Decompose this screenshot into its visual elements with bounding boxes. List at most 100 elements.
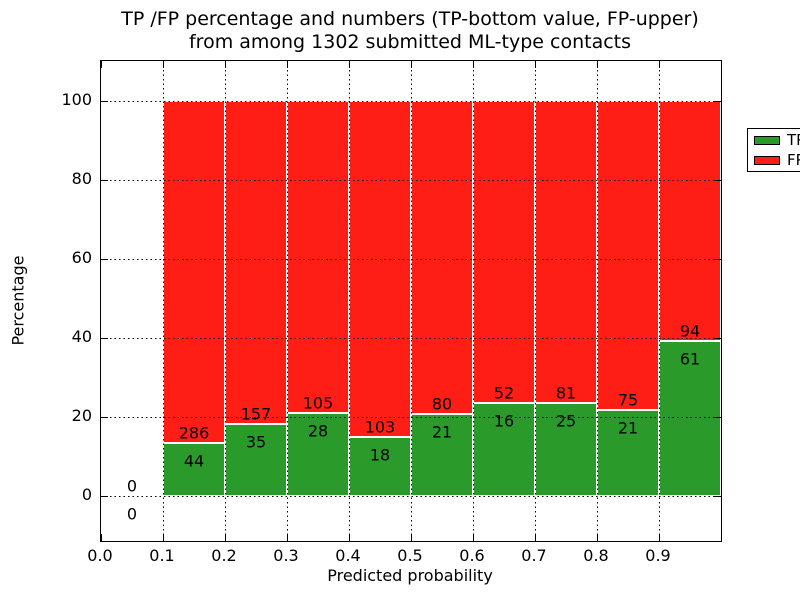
v-gridline: [597, 61, 598, 541]
y-tick-mark: [101, 496, 108, 497]
fp-bar-segment: [473, 101, 535, 404]
y-tick-mark: [714, 180, 721, 181]
fp-color-swatch: [754, 155, 780, 165]
v-gridline: [535, 61, 536, 541]
tp-count-label: 21: [617, 418, 639, 438]
y-tick-label: 0: [81, 485, 92, 504]
x-tick-label: 0.2: [211, 546, 237, 565]
fp-bar-segment: [597, 101, 659, 410]
y-tick-mark: [101, 259, 108, 260]
v-gridline: [411, 61, 412, 541]
chart-title: TP /FP percentage and numbers (TP-bottom…: [100, 8, 720, 54]
v-gridline: [349, 61, 350, 541]
tp-bar-segment: [473, 403, 535, 496]
x-tick-mark: [411, 61, 412, 68]
fp-count-label: 52: [493, 383, 515, 403]
x-tick-label: 0.8: [583, 546, 609, 565]
y-tick-label: 40: [71, 327, 92, 346]
tp-count-label: 61: [679, 349, 701, 369]
v-gridline: [163, 61, 164, 541]
x-tick-mark: [473, 534, 474, 541]
y-tick-mark: [101, 417, 108, 418]
fp-count-label: 94: [679, 321, 701, 341]
x-tick-mark: [101, 61, 102, 68]
x-tick-mark: [349, 61, 350, 68]
x-tick-mark: [535, 61, 536, 68]
x-axis-label: Predicted probability: [327, 566, 493, 585]
x-tick-mark: [349, 534, 350, 541]
x-tick-mark: [659, 534, 660, 541]
fp-bar-segment: [163, 101, 225, 444]
fp-bar-segment: [287, 101, 349, 413]
v-gridline: [473, 61, 474, 541]
tp-count-label: 44: [183, 451, 205, 471]
x-tick-mark: [597, 534, 598, 541]
fp-count-label: 105: [302, 393, 334, 413]
x-tick-mark: [101, 534, 102, 541]
x-tick-mark: [225, 61, 226, 68]
x-tick-label: 0.5: [397, 546, 423, 565]
fp-count-label: 103: [364, 417, 396, 437]
v-gridline: [287, 61, 288, 541]
y-tick-mark: [714, 259, 721, 260]
x-tick-mark: [597, 61, 598, 68]
y-tick-mark: [714, 338, 721, 339]
fp-bar-segment: [349, 101, 411, 438]
legend-item-tp: TP: [754, 132, 800, 148]
fp-count-label: 0: [126, 476, 138, 496]
x-tick-label: 0.3: [273, 546, 299, 565]
y-tick-label: 100: [61, 90, 92, 109]
y-tick-label: 60: [71, 248, 92, 267]
tp-count-label: 18: [369, 445, 391, 465]
tp-count-label: 28: [307, 421, 329, 441]
v-gridline: [659, 61, 660, 541]
x-tick-mark: [535, 534, 536, 541]
tp-count-label: 25: [555, 411, 577, 431]
x-tick-label: 0.1: [149, 546, 175, 565]
legend: TP FP: [747, 128, 800, 172]
tp-count-label: 16: [493, 411, 515, 431]
y-tick-mark: [101, 338, 108, 339]
x-tick-mark: [163, 61, 164, 68]
fp-count-label: 81: [555, 383, 577, 403]
y-tick-mark: [714, 417, 721, 418]
v-gridline: [225, 61, 226, 541]
y-tick-mark: [714, 496, 721, 497]
y-tick-label: 20: [71, 406, 92, 425]
x-tick-mark: [287, 61, 288, 68]
tp-count-label: 0: [126, 504, 138, 524]
x-tick-label: 0.9: [645, 546, 671, 565]
fp-count-label: 286: [178, 423, 210, 443]
x-tick-label: 0.7: [521, 546, 547, 565]
x-tick-mark: [287, 534, 288, 541]
x-tick-mark: [659, 61, 660, 68]
legend-label-fp: FP: [787, 151, 800, 169]
y-tick-label: 80: [71, 169, 92, 188]
y-tick-mark: [101, 180, 108, 181]
x-tick-mark: [225, 534, 226, 541]
chart-title-line1: TP /FP percentage and numbers (TP-bottom…: [121, 8, 699, 30]
fp-bar-segment: [535, 101, 597, 403]
tp-bar-segment: [659, 340, 721, 496]
tp-color-swatch: [754, 135, 780, 145]
x-tick-label: 0.4: [335, 546, 361, 565]
legend-label-tp: TP: [787, 131, 800, 149]
legend-item-fp: FP: [754, 152, 800, 168]
fp-bar-segment: [411, 101, 473, 414]
plot-area: 0 0 286 44 157 35 105 28 103 18 80 21 52 16 81 25 75 21 94…: [100, 60, 800, 542]
tp-count-label: 35: [245, 432, 267, 452]
tp-bar-segment: [163, 443, 225, 496]
y-tick-mark: [714, 101, 721, 102]
fp-bar-segment: [225, 101, 287, 424]
y-tick-mark: [101, 101, 108, 102]
x-tick-mark: [163, 534, 164, 541]
x-tick-mark: [411, 534, 412, 541]
fp-count-label: 75: [617, 390, 639, 410]
y-axis-label: Percentage: [8, 255, 28, 346]
fp-count-label: 157: [240, 404, 272, 424]
chart-title-line2: from among 1302 submitted ML-type contac…: [188, 31, 632, 53]
x-tick-label: 0.0: [87, 546, 113, 565]
fp-bar-segment: [659, 101, 721, 341]
tp-count-label: 21: [431, 422, 453, 442]
